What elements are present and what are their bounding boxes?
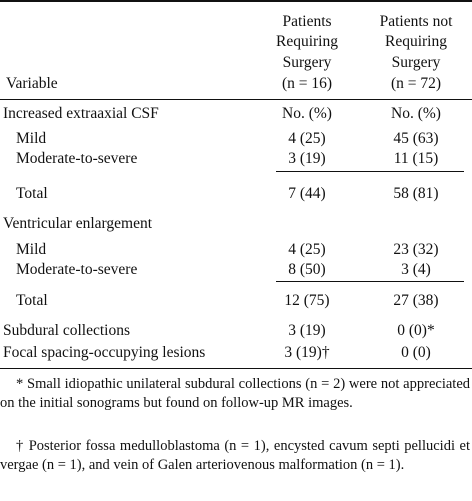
header-variable: Variable (6, 75, 58, 92)
footnote-asterisk: * Small idiopathic unilateral subdural c… (0, 376, 470, 411)
focal-v1: 3 (19)† (284, 344, 330, 361)
section1-row-mild-v1: 4 (25) (288, 130, 326, 147)
section2-row-moderate-v2: 3 (4) (401, 261, 431, 278)
section2-subtotal-rule (276, 281, 464, 282)
section1-total-v2: 58 (81) (393, 185, 439, 202)
focal-label: Focal spacing-occupying lesions (3, 344, 206, 361)
header-col1-line3: Surgery (282, 54, 332, 71)
section2-total-label: Total (16, 292, 48, 309)
section1-total-v1: 7 (44) (288, 185, 326, 202)
subdural-v2: 0 (0)* (397, 322, 435, 339)
section1-row-moderate-v2: 11 (15) (393, 150, 439, 167)
section1-unit1: No. (%) (282, 105, 332, 122)
section2-row-mild-v2: 23 (32) (393, 241, 439, 258)
header-rule (0, 99, 472, 100)
subdural-v1: 3 (19) (288, 322, 326, 339)
section1-row-mild-label: Mild (16, 130, 47, 147)
section2-total-v2: 27 (38) (393, 292, 439, 309)
section2-total-v1: 12 (75) (284, 292, 330, 309)
section2-title: Ventricular enlargement (3, 215, 153, 232)
section1-subtotal-rule (276, 171, 464, 172)
header-col1-line4: (n = 16) (281, 75, 333, 92)
top-rule (0, 0, 472, 2)
section1-row-mild-v2: 45 (63) (393, 130, 439, 147)
section1-title: Increased extraaxial CSF (3, 105, 159, 122)
footnote-dagger: † Posterior fossa medulloblastoma (n = 1… (0, 438, 470, 473)
section2-row-mild-label: Mild (16, 241, 47, 258)
bottom-rule (0, 368, 472, 369)
header-col2-line4: (n = 72) (390, 75, 442, 92)
section2-row-moderate-v1: 8 (50) (288, 261, 326, 278)
section1-row-moderate-v1: 3 (19) (288, 150, 326, 167)
header-col2-line1: Patients not (379, 13, 453, 30)
header-col1-line2: Requiring (276, 33, 338, 50)
header-col1-line1: Patients (282, 13, 332, 30)
header-col2-line2: Requiring (385, 33, 447, 50)
header-col2-line3: Surgery (391, 54, 441, 71)
subdural-label: Subdural collections (3, 322, 130, 339)
focal-v2: 0 (0) (401, 344, 431, 361)
section2-row-moderate-label: Moderate-to-severe (16, 261, 138, 278)
section1-total-label: Total (16, 185, 48, 202)
section1-row-moderate-label: Moderate-to-severe (16, 150, 138, 167)
section1-unit2: No. (%) (391, 105, 441, 122)
section2-row-mild-v1: 4 (25) (288, 241, 326, 258)
